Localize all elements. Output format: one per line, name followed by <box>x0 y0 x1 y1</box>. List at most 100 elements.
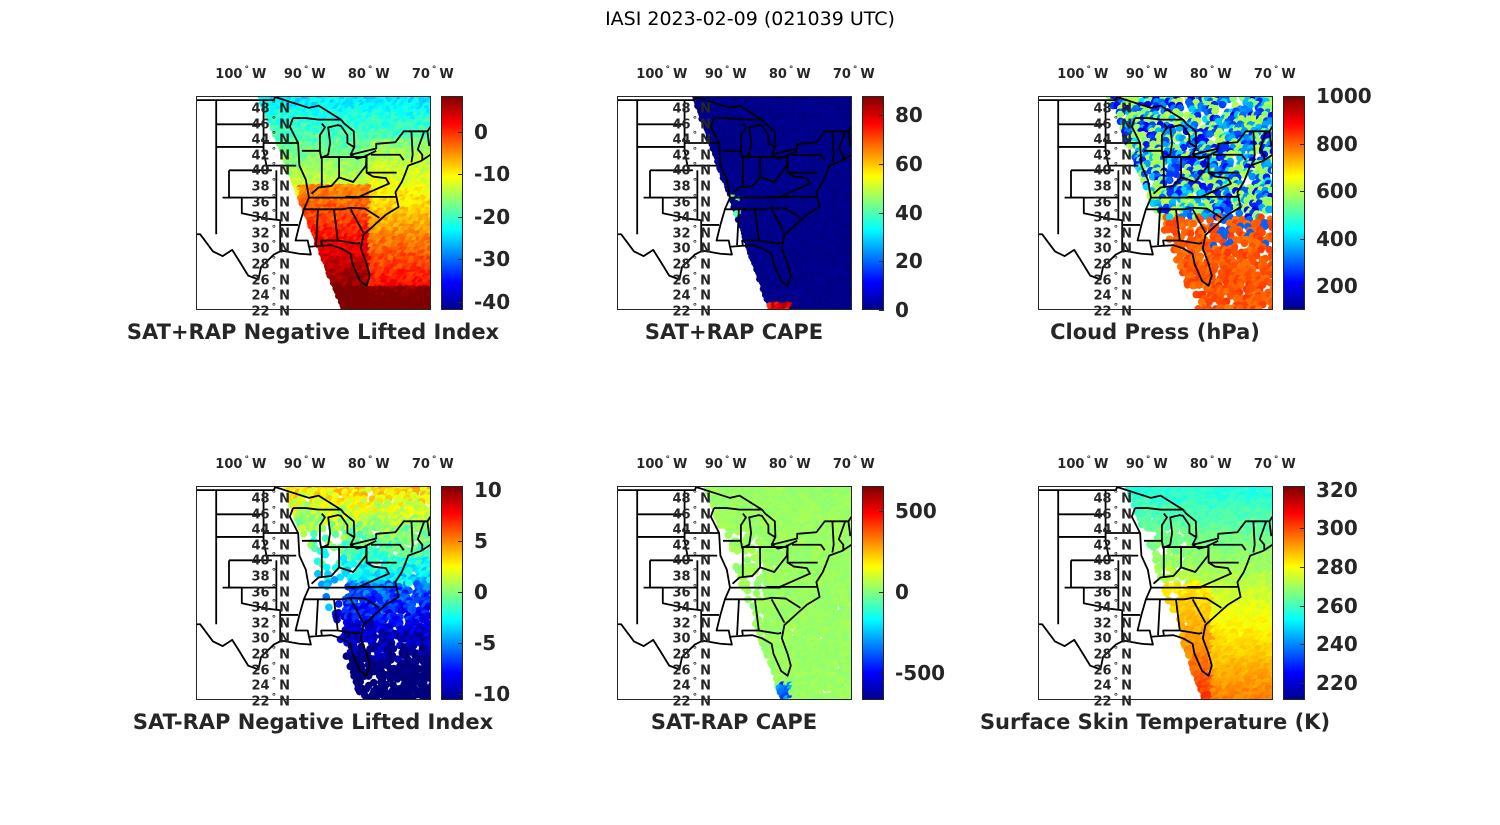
degree-symbol: ° <box>244 65 249 75</box>
state-boundary <box>426 131 430 147</box>
state-boundary <box>349 208 365 234</box>
state-boundary <box>309 195 397 199</box>
lon-tick-label: 90 ° W <box>284 65 326 82</box>
lon-value: 90 <box>704 67 723 82</box>
degree-symbol: ° <box>271 239 277 250</box>
state-boundary <box>293 117 341 121</box>
lat-value: 40 <box>251 163 270 179</box>
data-point <box>828 309 834 310</box>
lon-tick-label: 90 ° W <box>705 65 747 82</box>
state-boundary <box>318 122 326 151</box>
lon-tick-label: 100 ° W <box>215 65 266 82</box>
lat-tick-label: 38 ° N <box>252 176 290 193</box>
map-svg <box>197 97 431 310</box>
state-boundary <box>197 153 430 287</box>
state-boundary <box>262 100 269 171</box>
data-point <box>413 308 417 309</box>
lat-tick-label: 36 ° N <box>252 192 290 209</box>
lon-hemisphere: W <box>672 67 688 82</box>
lon-value: 90 <box>283 67 302 82</box>
colorbar-tick-mark <box>458 132 463 134</box>
lat-hemisphere: N <box>279 179 290 195</box>
degree-symbol: ° <box>271 271 277 282</box>
state-boundary <box>371 153 405 161</box>
degree-symbol: ° <box>271 146 277 157</box>
degree-symbol: ° <box>271 161 277 172</box>
data-point <box>388 307 394 309</box>
lat-hemisphere: N <box>279 132 290 148</box>
degree-symbol: ° <box>271 130 277 141</box>
data-point <box>362 309 368 310</box>
figure-title: IASI 2023-02-09 (021039 UTC) <box>605 8 895 30</box>
data-point <box>394 309 400 310</box>
degree-symbol: ° <box>303 65 309 75</box>
lat-hemisphere: N <box>279 163 290 179</box>
degree-symbol: ° <box>665 65 670 75</box>
data-point <box>427 308 430 309</box>
degree-symbol: ° <box>724 65 730 75</box>
lon-value: 100 <box>215 67 243 82</box>
lat-value: 34 <box>251 210 270 226</box>
degree-symbol: ° <box>271 302 277 313</box>
degree-symbol: ° <box>271 255 277 266</box>
lat-hemisphere: N <box>279 288 290 304</box>
lat-value: 22 <box>251 304 270 320</box>
degree-symbol: ° <box>271 115 277 126</box>
degree-symbol: ° <box>271 99 277 110</box>
colorbar-tick-label: 0 <box>474 120 488 145</box>
degree-symbol: ° <box>271 286 277 297</box>
data-point <box>424 308 429 309</box>
data-point <box>835 308 837 309</box>
degree-symbol: ° <box>271 193 277 204</box>
state-boundary <box>303 206 380 219</box>
lat-hemisphere: N <box>279 210 290 226</box>
lat-value: 46 <box>251 117 270 133</box>
data-point <box>429 135 430 140</box>
map-svg <box>618 97 852 310</box>
lat-hemisphere: N <box>279 117 290 133</box>
lat-value: 42 <box>251 148 270 164</box>
colorbar-tick-mark <box>458 301 463 303</box>
lat-tick-label: 46 ° N <box>252 114 290 131</box>
lat-hemisphere: N <box>279 257 290 273</box>
data-point <box>384 308 389 309</box>
data-point <box>398 308 403 309</box>
lat-tick-label: 48 ° N <box>252 98 290 115</box>
lat-value: 44 <box>251 132 270 148</box>
lat-tick-label: 28 ° N <box>252 254 290 271</box>
lat-value: 38 <box>251 179 270 195</box>
degree-symbol: ° <box>271 208 277 219</box>
state-boundary <box>358 171 390 198</box>
data-point <box>430 118 431 124</box>
data-point <box>846 309 852 310</box>
data-point <box>429 193 430 195</box>
lat-value: 28 <box>251 257 270 273</box>
colorbar-tick-label: -20 <box>474 204 511 229</box>
lat-hemisphere: N <box>279 101 290 117</box>
data-point <box>345 307 351 309</box>
data-point <box>419 307 425 309</box>
colorbar-tick-mark <box>458 174 463 176</box>
data-point <box>374 309 380 310</box>
lat-tick-label: 40 ° N <box>252 161 290 178</box>
colorbar-tick-mark <box>458 216 463 218</box>
lat-hemisphere: N <box>279 304 290 320</box>
lat-tick-label: 24 ° N <box>252 286 290 303</box>
lat-tick-label: 44 ° N <box>252 130 290 147</box>
data-point <box>370 308 373 309</box>
degree-symbol: ° <box>431 65 437 75</box>
lon-value: 100 <box>636 67 664 82</box>
lat-hemisphere: N <box>279 226 290 242</box>
lat-tick-label: 42 ° N <box>252 145 290 162</box>
degree-symbol: ° <box>271 177 277 188</box>
state-boundary <box>831 131 835 163</box>
lat-value: 26 <box>251 273 270 289</box>
lon-hemisphere: W <box>439 67 454 82</box>
colorbar-tick-label: -40 <box>474 289 511 314</box>
data-point <box>378 308 382 309</box>
state-boundary <box>730 195 818 199</box>
degree-symbol: ° <box>271 224 277 235</box>
data-point <box>824 308 826 309</box>
lon-value: 70 <box>411 67 430 82</box>
data-point <box>382 308 386 309</box>
